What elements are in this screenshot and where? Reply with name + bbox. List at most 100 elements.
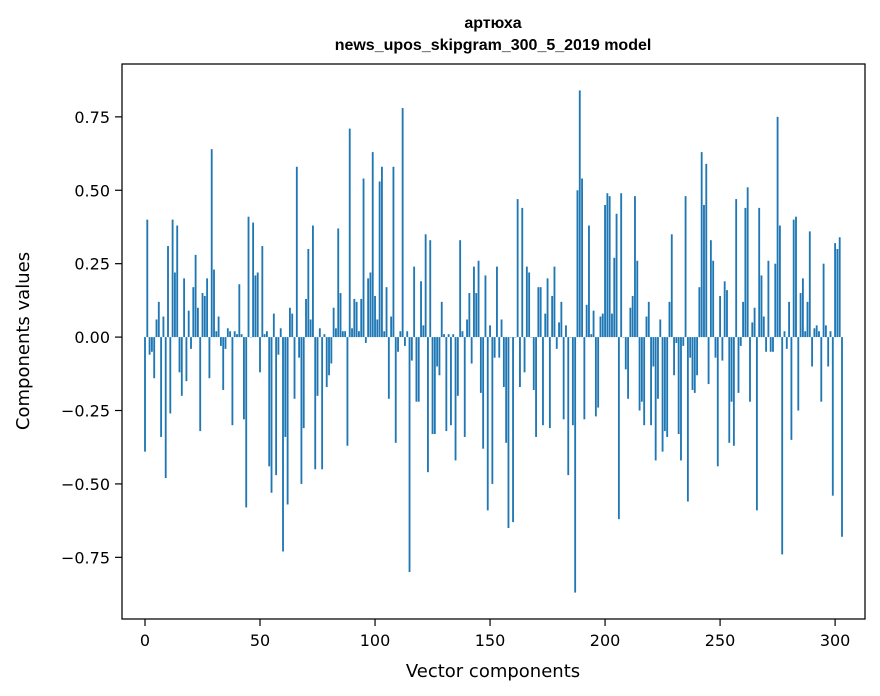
bar: [461, 331, 464, 338]
bar: [599, 316, 602, 338]
bar: [707, 337, 710, 385]
bar: [574, 337, 577, 593]
bar: [560, 301, 563, 338]
bar: [328, 337, 330, 376]
bar: [576, 190, 579, 338]
bar: [183, 278, 186, 338]
bar: [666, 337, 669, 437]
bar: [387, 337, 390, 399]
bar: [231, 337, 234, 426]
bar: [376, 319, 379, 338]
bar: [758, 207, 761, 338]
bar: [521, 207, 524, 338]
bar: [502, 337, 505, 388]
bar: [171, 219, 174, 338]
bar: [307, 249, 310, 338]
bar: [767, 260, 770, 338]
bar: [406, 331, 409, 338]
bar: [583, 337, 586, 420]
bar: [383, 331, 386, 338]
bar: [358, 331, 360, 338]
bar: [282, 337, 284, 552]
bar: [323, 334, 326, 338]
bar: [433, 337, 436, 434]
bar: [592, 310, 595, 338]
y-tick-label: 0.25: [74, 255, 110, 274]
bar: [153, 337, 156, 379]
bar: [585, 304, 588, 338]
bar: [712, 260, 715, 338]
bar: [491, 337, 494, 484]
bar: [525, 266, 528, 338]
bar: [475, 293, 478, 338]
bar: [675, 337, 678, 343]
bar: [498, 337, 501, 358]
bar: [719, 295, 721, 338]
bar: [829, 331, 832, 338]
bar: [769, 337, 772, 352]
bar: [226, 328, 229, 338]
bar: [838, 237, 841, 338]
bar: [169, 337, 172, 414]
bar: [640, 337, 643, 402]
bar: [597, 337, 600, 408]
bar: [252, 222, 255, 338]
bar: [178, 337, 181, 373]
bar: [222, 337, 225, 390]
bar: [818, 331, 820, 338]
bar: [316, 337, 319, 396]
bar: [219, 337, 222, 346]
bar: [408, 337, 411, 573]
bar: [330, 337, 333, 364]
bar: [240, 334, 243, 338]
bar: [735, 199, 738, 338]
bar: [691, 337, 694, 390]
bar: [484, 275, 487, 338]
bar: [677, 337, 680, 434]
bar: [348, 128, 351, 338]
bar: [594, 337, 597, 417]
bar: [341, 331, 344, 338]
bar: [144, 337, 146, 452]
bar: [806, 301, 809, 338]
bar: [160, 337, 163, 437]
bar: [254, 275, 257, 338]
bar: [339, 293, 342, 338]
bar: [714, 337, 717, 358]
bar: [192, 287, 195, 338]
bar: [196, 307, 199, 338]
bar: [325, 337, 328, 388]
x-axis-label: Vector components: [406, 661, 580, 682]
bar: [680, 337, 682, 461]
bar: [739, 337, 742, 346]
bar: [571, 337, 574, 426]
bar: [493, 337, 496, 358]
bar: [723, 281, 726, 338]
bar: [362, 178, 365, 338]
bar: [776, 116, 779, 338]
bar: [399, 331, 402, 338]
bar: [652, 337, 655, 367]
bar: [700, 152, 703, 338]
bar: [229, 331, 232, 338]
bar: [608, 196, 611, 338]
bar: [351, 328, 353, 338]
bar: [157, 301, 160, 338]
bar: [601, 313, 604, 338]
bar: [206, 278, 209, 338]
bar: [429, 240, 432, 338]
bar: [841, 337, 843, 537]
bars-group: [144, 90, 843, 593]
bar: [314, 337, 317, 470]
bar: [482, 337, 485, 449]
bar: [390, 316, 393, 338]
bar: [486, 337, 489, 511]
bar: [813, 328, 816, 338]
bar: [443, 334, 445, 338]
bar: [611, 313, 613, 338]
bar: [753, 307, 756, 338]
bar: [774, 263, 777, 338]
bar: [440, 301, 443, 338]
bar: [804, 331, 807, 338]
